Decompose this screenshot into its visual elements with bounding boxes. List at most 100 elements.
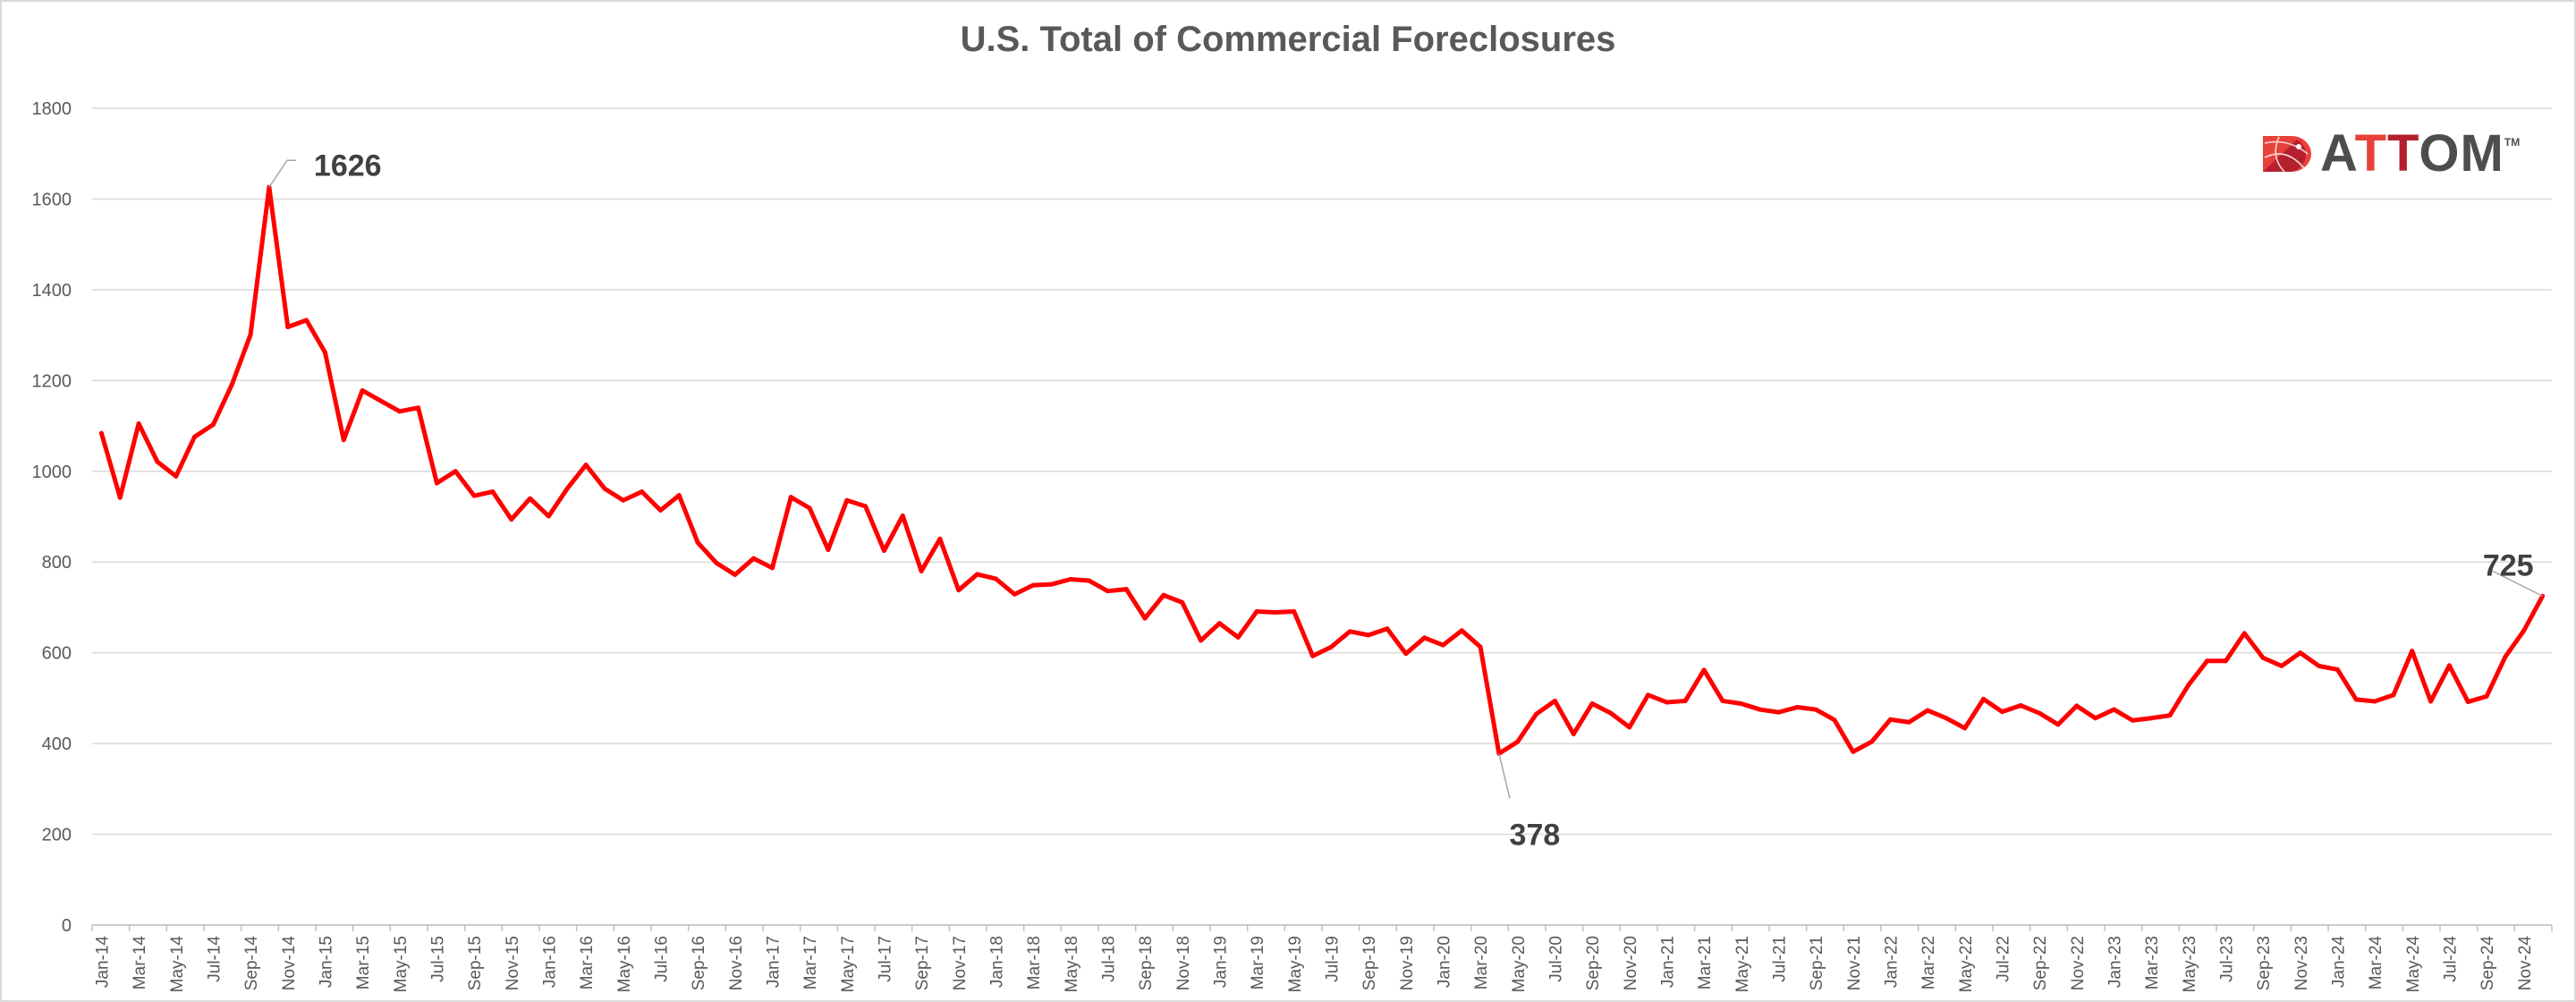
data-point bbox=[2391, 692, 2396, 698]
data-point bbox=[2317, 663, 2322, 668]
data-point bbox=[1105, 589, 1110, 594]
x-tick-label: May-19 bbox=[1286, 936, 1305, 992]
data-point bbox=[919, 568, 924, 573]
data-point bbox=[490, 489, 496, 495]
x-tick-label: Sep-22 bbox=[2031, 936, 2050, 990]
data-point bbox=[1571, 731, 1576, 736]
data-point bbox=[2130, 718, 2135, 723]
logo-text: ATTOM bbox=[2320, 128, 2504, 180]
data-point bbox=[155, 459, 160, 464]
data-point bbox=[1459, 628, 1464, 633]
data-point bbox=[1682, 698, 1688, 703]
chart-title: U.S. Total of Commercial Foreclosures bbox=[960, 20, 1616, 59]
data-point bbox=[1422, 635, 1428, 641]
logo-letter-a: A bbox=[2320, 124, 2355, 183]
data-point bbox=[807, 505, 812, 511]
data-point bbox=[2334, 667, 2340, 672]
x-tick-label: Nov-23 bbox=[2292, 936, 2311, 990]
x-tick-label: Nov-22 bbox=[2069, 936, 2088, 990]
x-tick-label: Jan-18 bbox=[987, 936, 1006, 988]
data-point bbox=[304, 318, 309, 323]
data-point bbox=[1199, 638, 1204, 643]
data-point bbox=[1292, 609, 1297, 615]
data-point bbox=[1944, 716, 1949, 721]
y-tick-label: 0 bbox=[62, 916, 72, 936]
data-point bbox=[1813, 707, 1818, 712]
data-point bbox=[900, 513, 905, 518]
attom-globe-icon bbox=[2263, 136, 2311, 173]
data-point bbox=[1254, 609, 1259, 615]
data-point bbox=[695, 539, 700, 545]
data-point bbox=[1142, 616, 1148, 621]
data-point bbox=[1832, 718, 1837, 723]
x-tick-label: Sep-17 bbox=[913, 936, 932, 990]
data-point bbox=[993, 576, 998, 582]
y-tick-label: 1200 bbox=[32, 371, 72, 391]
data-point bbox=[360, 387, 365, 393]
data-point bbox=[1758, 707, 1763, 712]
x-tick-label: May-22 bbox=[1957, 936, 1976, 992]
x-tick-label: Jan-23 bbox=[2106, 936, 2124, 988]
x-tick-label: Mar-19 bbox=[1249, 936, 1267, 989]
data-point bbox=[285, 324, 291, 329]
data-point bbox=[1739, 701, 1744, 706]
data-point bbox=[341, 437, 346, 443]
data-point bbox=[453, 469, 458, 474]
x-tick-label: Jul-21 bbox=[1770, 936, 1789, 982]
y-tick-label: 1800 bbox=[32, 99, 72, 119]
data-point bbox=[98, 430, 104, 436]
x-tick-label: Jul-14 bbox=[205, 936, 224, 982]
x-tick-label: Jan-24 bbox=[2329, 936, 2348, 989]
data-point bbox=[657, 507, 663, 513]
data-point bbox=[1851, 749, 1856, 754]
logo-trademark: TM bbox=[2504, 136, 2521, 149]
data-point bbox=[751, 556, 757, 561]
x-tick-label: May-18 bbox=[1063, 936, 1081, 992]
x-tick-label: Jan-20 bbox=[1435, 936, 1453, 988]
x-tick-label: Mar-18 bbox=[1025, 936, 1044, 989]
x-tick-label: Nov-21 bbox=[1845, 936, 1864, 990]
data-point bbox=[1180, 599, 1185, 605]
data-point bbox=[416, 405, 421, 411]
data-point bbox=[937, 536, 943, 541]
x-tick-label: Jan-19 bbox=[1211, 936, 1230, 988]
data-point bbox=[640, 489, 645, 495]
annotation-leader-line bbox=[268, 159, 296, 188]
data-point bbox=[1925, 708, 1930, 713]
data-point bbox=[1385, 626, 1390, 632]
data-point bbox=[1962, 726, 1968, 731]
data-point bbox=[1310, 653, 1316, 658]
x-tick-label: Sep-14 bbox=[242, 936, 261, 991]
data-point bbox=[2428, 699, 2434, 704]
data-point bbox=[2148, 716, 2154, 721]
y-tick-label: 200 bbox=[42, 826, 72, 845]
x-tick-label: Sep-24 bbox=[2479, 936, 2497, 991]
data-point bbox=[1328, 644, 1334, 650]
x-tick-label: Jul-16 bbox=[652, 936, 671, 982]
x-tick-label: May-20 bbox=[1510, 936, 1529, 992]
data-point bbox=[1906, 719, 1911, 725]
logo-letters-om: OM bbox=[2419, 124, 2504, 183]
x-tick-label: Sep-20 bbox=[1584, 936, 1603, 990]
data-point bbox=[733, 572, 738, 577]
data-point bbox=[1627, 725, 1632, 730]
x-tick-label: Jan-17 bbox=[764, 936, 783, 988]
data-point bbox=[229, 382, 234, 387]
data-point bbox=[2241, 631, 2247, 636]
logo-letter-t2: T bbox=[2387, 124, 2419, 183]
x-tick-label: Mar-20 bbox=[1472, 936, 1491, 989]
x-tick-label: Mar-22 bbox=[1919, 936, 1938, 989]
x-tick-label: Jul-18 bbox=[1099, 936, 1118, 982]
data-point bbox=[210, 422, 216, 428]
data-point bbox=[583, 463, 589, 468]
x-tick-label: May-21 bbox=[1733, 936, 1752, 992]
x-tick-label: Mar-24 bbox=[2367, 936, 2385, 990]
data-point bbox=[769, 565, 775, 571]
x-tick-label: Nov-19 bbox=[1398, 936, 1417, 990]
x-tick-label: Nov-15 bbox=[504, 936, 522, 990]
data-point bbox=[434, 480, 439, 486]
data-point bbox=[248, 332, 253, 337]
data-point bbox=[1534, 711, 1539, 717]
data-point bbox=[1887, 717, 1893, 722]
data-point bbox=[863, 504, 869, 509]
